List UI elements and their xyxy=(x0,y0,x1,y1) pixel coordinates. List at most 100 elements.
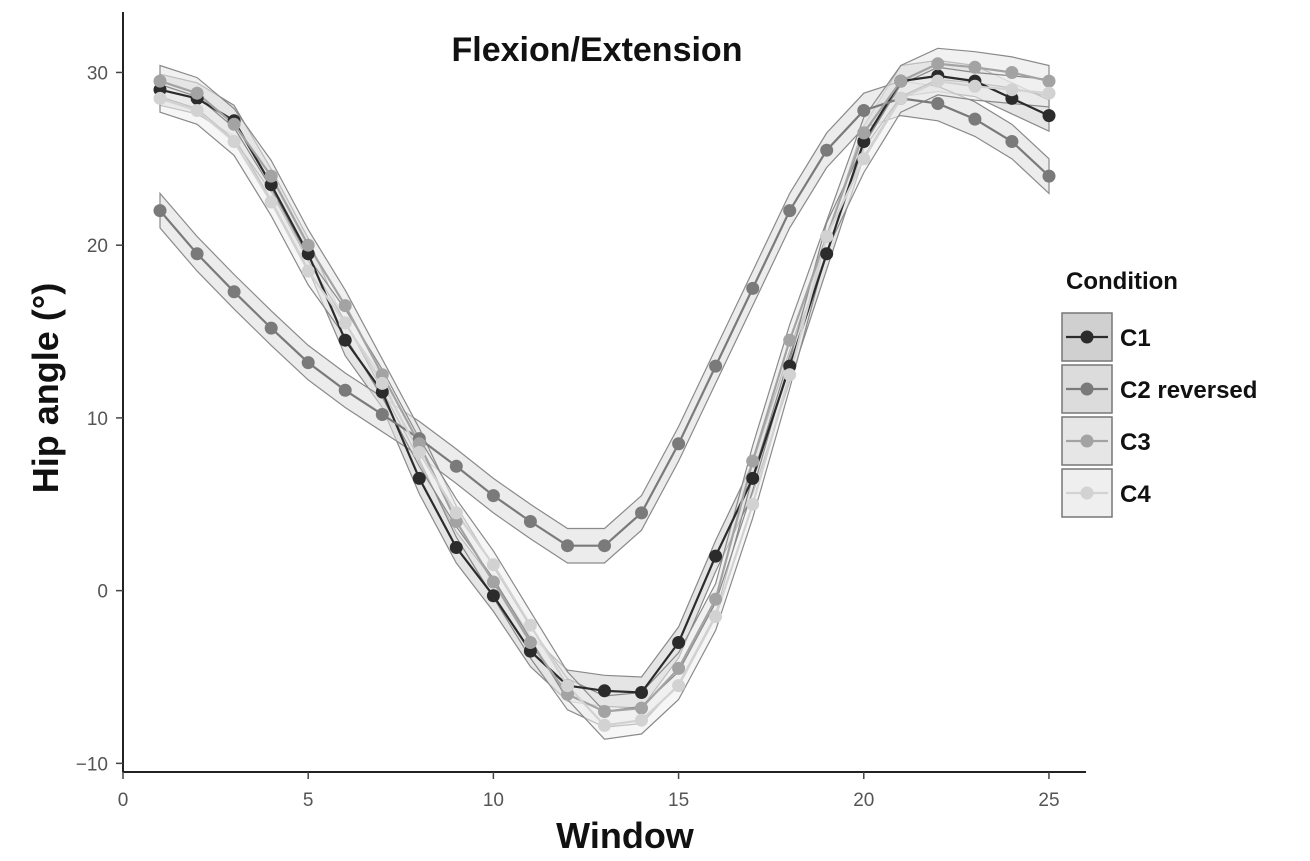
point-c3 xyxy=(746,454,760,468)
x-axis-title: Window xyxy=(556,815,695,856)
point-c1 xyxy=(672,636,686,649)
point-c1 xyxy=(709,549,723,563)
y-tick-label: 0 xyxy=(97,582,108,603)
point-c3 xyxy=(264,169,278,183)
point-c2-reversed xyxy=(746,281,760,295)
y-tick-label: 10 xyxy=(87,409,108,430)
point-c2-reversed xyxy=(375,408,389,421)
legend-item-c4: C4 xyxy=(1061,468,1151,518)
point-c1 xyxy=(598,684,611,698)
point-c3 xyxy=(598,705,611,718)
point-c3 xyxy=(227,117,241,131)
point-c4 xyxy=(486,558,500,572)
point-c1 xyxy=(412,471,426,485)
point-c4 xyxy=(227,135,241,148)
x-tick-label: 0 xyxy=(118,790,129,811)
point-c2-reversed xyxy=(561,539,574,553)
y-tick-label: 30 xyxy=(87,63,108,84)
point-c3 xyxy=(1005,66,1019,79)
x-axis-ticks: 0 5 10 15 20 25 xyxy=(118,772,1060,811)
point-c4 xyxy=(931,74,945,88)
y-tick-label: 20 xyxy=(87,236,108,257)
point-c3 xyxy=(931,57,945,71)
point-c1 xyxy=(635,686,648,699)
line-c4 xyxy=(159,79,1050,727)
point-c1 xyxy=(746,471,760,485)
point-c3 xyxy=(635,701,648,715)
legend-label: C3 xyxy=(1120,429,1151,456)
point-c4 xyxy=(820,230,834,243)
point-c2-reversed xyxy=(227,285,241,299)
series-lines xyxy=(159,62,1050,727)
point-c2-reversed xyxy=(857,104,871,117)
y-axis-title: Hip angle (°) xyxy=(25,283,66,493)
point-c4 xyxy=(412,446,426,459)
point-c2-reversed xyxy=(931,97,945,110)
point-c2-reversed xyxy=(1042,169,1056,183)
band-c2-reversed xyxy=(159,80,1050,564)
legend-key-point xyxy=(1080,486,1094,500)
x-tick-label: 5 xyxy=(303,790,314,811)
point-c2-reversed xyxy=(635,506,648,520)
point-c4 xyxy=(968,79,982,93)
band-c1 xyxy=(159,59,1050,709)
point-c3 xyxy=(338,299,352,313)
chart-title: Flexion/Extension xyxy=(452,31,743,69)
point-c2-reversed xyxy=(672,437,686,451)
point-c4 xyxy=(672,679,686,693)
legend-label: C2 reversed xyxy=(1120,377,1257,404)
point-c4 xyxy=(1042,86,1056,100)
point-c3 xyxy=(857,126,871,140)
legend-label: C4 xyxy=(1120,481,1151,508)
point-c3 xyxy=(672,661,686,675)
point-c4 xyxy=(190,104,204,117)
legend: Condition C1 C2 reversed C3 C4 xyxy=(1061,268,1257,518)
series-points xyxy=(153,57,1056,732)
confidence-bands xyxy=(159,47,1050,740)
point-c2-reversed xyxy=(968,112,982,126)
band-c3 xyxy=(159,47,1050,728)
legend-key-point xyxy=(1080,330,1094,344)
point-c4 xyxy=(857,152,871,166)
point-c4 xyxy=(635,713,648,727)
legend-key-point xyxy=(1080,382,1094,396)
legend-title: Condition xyxy=(1066,268,1178,295)
point-c3 xyxy=(301,238,315,252)
point-c3 xyxy=(153,74,167,88)
point-c3 xyxy=(190,86,204,100)
point-c4 xyxy=(523,618,537,632)
point-c2-reversed xyxy=(264,321,278,335)
point-c4 xyxy=(1005,83,1019,97)
point-c2-reversed xyxy=(783,204,797,218)
legend-key-point xyxy=(1080,434,1094,448)
x-tick-label: 15 xyxy=(668,790,689,811)
point-c1 xyxy=(1042,109,1056,123)
point-c3 xyxy=(709,592,723,606)
band-c4 xyxy=(159,66,1050,740)
point-c4 xyxy=(598,718,611,732)
point-c3 xyxy=(968,60,982,74)
point-c4 xyxy=(709,610,723,623)
point-c1 xyxy=(820,247,834,261)
point-c1 xyxy=(449,541,463,554)
point-c1 xyxy=(338,333,352,347)
line-c1 xyxy=(159,74,1050,694)
point-c4 xyxy=(338,316,352,330)
point-c2-reversed xyxy=(709,359,723,373)
point-c2-reversed xyxy=(338,383,352,397)
legend-item-c3: C3 xyxy=(1061,416,1151,466)
x-tick-label: 10 xyxy=(483,790,504,811)
point-c2-reversed xyxy=(301,356,315,370)
y-tick-label: −10 xyxy=(76,754,108,775)
point-c4 xyxy=(894,91,908,105)
point-c3 xyxy=(1042,74,1056,88)
point-c2-reversed xyxy=(486,489,500,503)
y-axis-ticks: −10 0 10 20 30 xyxy=(76,63,123,775)
x-tick-label: 20 xyxy=(853,790,874,811)
point-c2-reversed xyxy=(523,515,537,528)
point-c4 xyxy=(375,376,389,390)
point-c4 xyxy=(301,264,315,278)
point-c4 xyxy=(783,368,797,382)
legend-item-c1: C1 xyxy=(1061,312,1151,362)
